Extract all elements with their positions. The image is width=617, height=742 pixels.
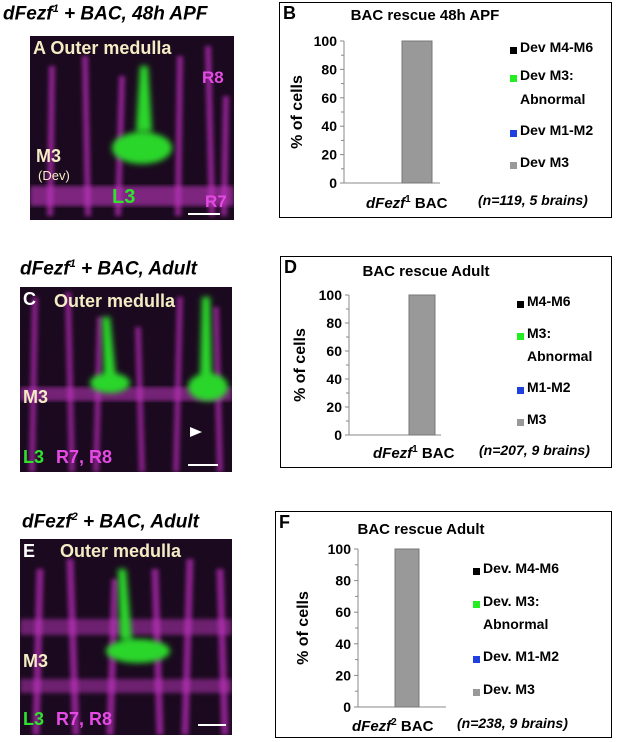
r8-label-a: R8 (202, 68, 224, 87)
panel-e-letter: E (23, 541, 36, 561)
category-label-b: dFezf1 BAC (366, 194, 448, 212)
scale-bar-e (198, 724, 226, 726)
scale-bar-a (188, 213, 220, 215)
legend-label-b-1: Dev M3: (520, 67, 574, 83)
outer-medulla-label-c: Outer medulla (54, 291, 176, 311)
panel-f-letter: F (279, 512, 290, 532)
y-tick-label: 60 (321, 90, 337, 106)
legend-label-d-3: M1-M2 (527, 379, 571, 395)
row3-title: dFezf2 + BAC, Adult (22, 511, 199, 533)
micrograph-e: E Outer medulla M3 L3 R7, R8 (20, 539, 232, 735)
row1-title: dFezf1 + BAC, 48h APF (3, 3, 208, 25)
legend-swatch-b-0 (510, 47, 517, 54)
chart-d: BAC rescue Adult % of cells 0 20 40 60 80 100 (292, 263, 490, 443)
legend-swatch-d-1 (517, 333, 524, 340)
micrograph-a: A Outer medulla R8 M3 (Dev) L3 R7 (30, 36, 234, 220)
y-tick-label: 20 (321, 147, 337, 163)
l3-label-c: L3 (23, 447, 45, 467)
y-tick-label: 80 (321, 61, 337, 77)
panel-a-label: A Outer medulla (33, 38, 172, 58)
micrograph-c: C Outer medulla M3 L3 R7, R8 (20, 287, 232, 472)
legend-swatch-b-2 (510, 130, 517, 137)
legend-swatch-b-1 (510, 75, 517, 82)
dev-label-a: (Dev) (38, 168, 70, 183)
legend-label-f-4: Dev. M3 (483, 681, 535, 697)
scale-bar-c (188, 464, 218, 466)
bar-segment (394, 548, 420, 708)
legend-swatch-d-2 (517, 387, 524, 394)
legend-label-b-4: Dev M3 (520, 154, 570, 170)
legend-label-b-2: Abnormal (520, 91, 586, 107)
y-tick-label: 60 (335, 604, 351, 620)
y-tick-label: 0 (343, 699, 351, 715)
m3-label-e: M3 (23, 651, 49, 671)
sample-size-f: (n=238, 9 brains) (457, 715, 568, 731)
y-tick-label: 60 (326, 343, 342, 359)
y-tick-label: 40 (335, 636, 351, 652)
y-axis-label: % of cells (292, 328, 309, 402)
y-tick-label: 40 (326, 371, 342, 387)
micrograph-e-image (20, 558, 232, 735)
legend-label-f-2: Abnormal (483, 616, 549, 632)
chart-panel-d: D BAC rescue Adult % of cells 0 20 40 60 80 100… (280, 256, 612, 468)
bar-segment (401, 40, 433, 184)
legend-swatch-d-0 (517, 301, 524, 308)
chart-panel-b: B BAC rescue 48h APF % of cells 0 20 40 60 80 1… (279, 2, 612, 218)
legend-label-d-4: M3 (527, 411, 547, 427)
m3-label-a: M3 (36, 146, 62, 166)
y-tick-label: 100 (328, 541, 352, 557)
y-tick-label: 0 (329, 175, 337, 191)
category-label-d: dFezf1 BAC (373, 444, 455, 462)
legend-label-b-3: Dev M1-M2 (520, 122, 594, 138)
legend-swatch-b-3 (510, 162, 517, 169)
row2-title: dFezf1 + BAC, Adult (20, 258, 197, 280)
legend-swatch-f-1 (473, 601, 480, 608)
y-tick-label: 20 (326, 399, 342, 415)
y-axis-label: % of cells (295, 591, 312, 665)
chart-title: BAC rescue Adult (358, 521, 485, 538)
l3-label-e: L3 (23, 709, 45, 729)
legend-label-d-1: M3: (527, 325, 552, 341)
y-tick-label: 100 (314, 33, 338, 49)
micrograph-c-image (20, 291, 232, 472)
legend-label-d-0: M4-M6 (527, 293, 571, 309)
r7-r8-label-c: R7, R8 (56, 447, 113, 467)
legend-label-b-0: Dev M4-M6 (520, 39, 594, 55)
chart-title: BAC rescue Adult (363, 263, 490, 280)
legend-swatch-f-2 (473, 656, 480, 663)
legend-label-d-2: Abnormal (527, 348, 593, 364)
panel-d-letter: D (284, 257, 297, 277)
bar-segment (408, 294, 436, 436)
sample-size-b: (n=119, 5 brains) (478, 192, 588, 208)
legend-swatch-f-0 (473, 568, 480, 575)
legend-swatch-f-3 (473, 689, 480, 696)
chart-panel-f: F BAC rescue Adult % of cells 0 20 40 60 80 100… (275, 511, 612, 738)
category-label-f: dFezf2 BAC (352, 717, 434, 735)
legend-label-f-1: Dev. M3: (483, 593, 540, 609)
m3-label-c: M3 (23, 387, 49, 407)
r7-r8-label-e: R7, R8 (56, 709, 113, 729)
y-tick-label: 40 (321, 118, 337, 134)
legend-label-f-3: Dev. M1-M2 (483, 648, 559, 664)
y-tick-label: 80 (335, 573, 351, 589)
chart-title: BAC rescue 48h APF (351, 7, 500, 24)
y-tick-label: 20 (335, 667, 351, 683)
panel-b-letter: B (283, 3, 296, 23)
l3-label-a: L3 (112, 186, 136, 208)
y-tick-label: 100 (319, 287, 343, 303)
panel-c-letter: C (23, 289, 36, 309)
chart-f: BAC rescue Adult % of cells 0 20 40 60 80 100 (295, 521, 485, 715)
legend-label-f-0: Dev. M4-M6 (483, 560, 559, 576)
arrowhead-icon (190, 427, 202, 437)
y-axis-label: % of cells (289, 75, 306, 149)
micrograph-a-image (30, 45, 234, 217)
legend-swatch-d-3 (517, 419, 524, 426)
outer-medulla-label-e: Outer medulla (60, 541, 182, 561)
r7-label-a: R7 (205, 192, 227, 211)
y-tick-label: 0 (334, 427, 342, 443)
chart-b: BAC rescue 48h APF % of cells 0 20 40 60 80 100 (289, 7, 500, 191)
y-tick-label: 80 (326, 315, 342, 331)
sample-size-d: (n=207, 9 brains) (479, 442, 590, 458)
